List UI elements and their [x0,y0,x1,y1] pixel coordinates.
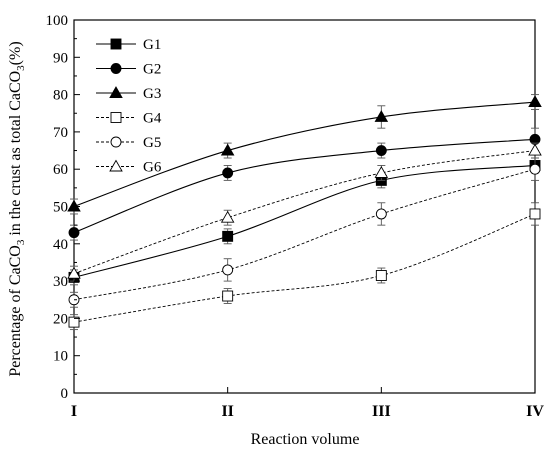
data-point [529,163,541,175]
y-tick-label: 60 [53,162,68,178]
data-point [375,208,387,220]
legend-label: G1 [143,37,161,53]
data-point [374,166,389,178]
series-line [73,138,536,234]
legend-marker [110,112,122,123]
legend-marker [109,159,123,172]
y-tick-label: 90 [53,50,68,66]
series-g3 [67,94,542,215]
y-tick-label: 0 [61,386,69,402]
series-g1 [68,157,541,286]
series-line [73,164,536,278]
legend-item-g4: G4 [96,111,162,127]
legend-label: G5 [143,135,161,151]
y-tick-label: 30 [53,274,68,290]
data-point [68,227,80,239]
y-tick-label: 50 [53,200,68,216]
series-line [73,213,536,323]
x-axis-label: Reaction volume [251,431,360,448]
data-point [528,95,542,108]
y-tick-label: 100 [46,13,69,29]
y-tick-label: 40 [53,237,68,253]
data-point [222,264,234,276]
x-tick-label: IV [526,403,544,420]
legend-marker [110,136,122,148]
x-tick-label: III [372,403,391,420]
data-point [222,290,234,302]
x-tick-label: I [71,403,77,420]
legend-item-g3: G3 [96,86,161,102]
data-point [374,110,389,122]
y-tick-label: 20 [53,311,68,327]
legend-item-g5: G5 [96,135,161,151]
y-axis-label: Percentage of CaCO3 in the crust as tota… [7,41,27,376]
x-tick-label: II [221,403,233,420]
legend-label: G4 [143,111,162,127]
data-point [220,210,235,223]
data-point [375,270,387,281]
data-point [529,208,541,220]
legend-marker [110,63,122,74]
data-point [220,143,235,156]
legend-item-g1: G1 [96,37,161,53]
data-point [67,199,81,212]
legend-label: G6 [143,160,162,176]
series-g6 [67,142,542,282]
data-point [222,167,234,179]
series-line [73,150,536,275]
legend-label: G2 [143,62,161,78]
data-point [222,230,234,242]
series-g4 [68,202,541,331]
data-point [68,316,80,328]
data-point [528,143,542,156]
series-line [73,168,536,301]
legend-item-g2: G2 [96,62,161,78]
legend-label: G3 [143,86,161,102]
y-tick-label: 80 [53,88,68,104]
series-g2 [68,127,541,241]
series-g5 [68,157,541,308]
legend-item-g6: G6 [96,160,162,176]
data-point [67,266,81,279]
legend-marker [109,86,123,98]
y-tick-label: 10 [53,349,68,365]
series-line [73,101,536,208]
data-point [375,145,387,157]
y-tick-label: 70 [53,125,68,141]
legend-marker [110,38,122,50]
